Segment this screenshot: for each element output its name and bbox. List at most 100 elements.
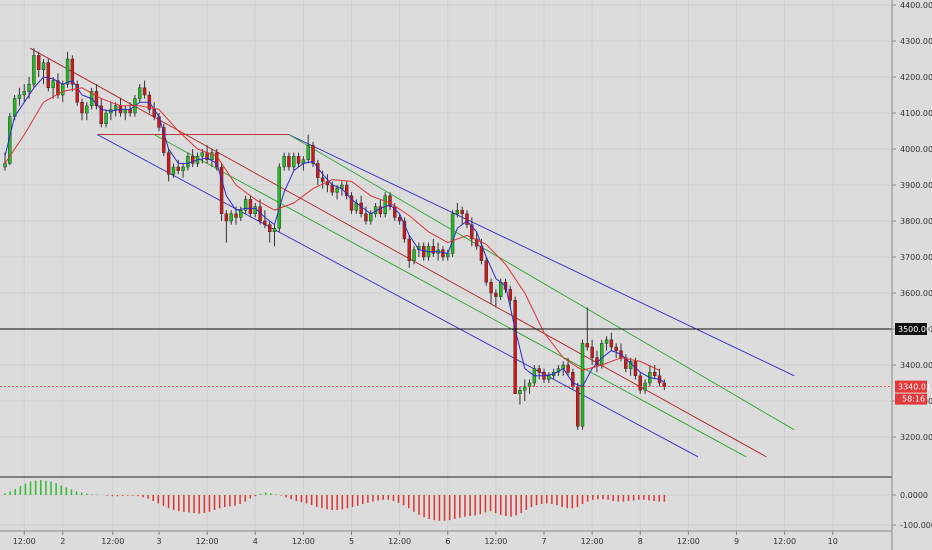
- candle-body[interactable]: [359, 202, 363, 215]
- candle-body[interactable]: [455, 209, 460, 214]
- candle-body[interactable]: [32, 55, 36, 85]
- horizontal-levels[interactable]: [0, 328, 892, 388]
- candle-body[interactable]: [113, 105, 118, 110]
- candle-body[interactable]: [186, 155, 190, 168]
- candle-body[interactable]: [460, 209, 464, 214]
- candle-body[interactable]: [263, 220, 267, 225]
- candle-body[interactable]: [397, 217, 402, 222]
- candle-body[interactable]: [624, 357, 628, 369]
- candle-body[interactable]: [215, 152, 219, 168]
- candle-body[interactable]: [248, 199, 253, 214]
- candle-body[interactable]: [609, 339, 614, 348]
- candle-body[interactable]: [224, 213, 229, 222]
- candle-body[interactable]: [234, 213, 238, 218]
- candle-body[interactable]: [3, 163, 7, 168]
- candle-body[interactable]: [585, 343, 590, 348]
- candle-body[interactable]: [75, 83, 79, 103]
- candle-body[interactable]: [378, 206, 383, 215]
- candle-body[interactable]: [527, 382, 532, 387]
- candle-body[interactable]: [316, 163, 320, 178]
- candle-body[interactable]: [27, 83, 31, 92]
- candle-body[interactable]: [518, 390, 522, 395]
- candle-body[interactable]: [46, 62, 51, 88]
- candle-body[interactable]: [287, 155, 291, 168]
- candle-body[interactable]: [335, 188, 339, 193]
- candle-body[interactable]: [272, 227, 277, 232]
- candle-body[interactable]: [369, 213, 373, 222]
- candle-body[interactable]: [498, 282, 503, 297]
- candle-body[interactable]: [344, 184, 349, 197]
- candle-body[interactable]: [513, 300, 517, 395]
- candle-body[interactable]: [181, 166, 185, 171]
- candle-body[interactable]: [138, 87, 142, 99]
- candle-body[interactable]: [412, 249, 416, 261]
- candle-body[interactable]: [176, 166, 180, 171]
- candle-body[interactable]: [243, 199, 248, 211]
- candle-body[interactable]: [36, 55, 41, 71]
- candle-body[interactable]: [638, 375, 642, 391]
- candle-body[interactable]: [604, 339, 609, 344]
- candle-body[interactable]: [65, 58, 70, 85]
- candle-body[interactable]: [22, 91, 26, 96]
- candle-body[interactable]: [8, 116, 12, 164]
- candle-body[interactable]: [282, 155, 286, 168]
- candle-body[interactable]: [12, 98, 17, 117]
- candle-body[interactable]: [99, 105, 103, 125]
- candle-body[interactable]: [450, 213, 455, 254]
- candle-body[interactable]: [200, 152, 205, 157]
- candle-body[interactable]: [70, 58, 75, 85]
- candle-body[interactable]: [296, 155, 301, 164]
- candle-body[interactable]: [41, 62, 46, 70]
- candle-body[interactable]: [571, 372, 575, 387]
- candle-body[interactable]: [547, 375, 551, 380]
- candle-body[interactable]: [17, 94, 22, 99]
- candle-body[interactable]: [349, 195, 354, 211]
- candle-body[interactable]: [162, 127, 166, 153]
- candle-body[interactable]: [142, 87, 147, 96]
- candle-body[interactable]: [474, 238, 479, 247]
- candle-body[interactable]: [537, 368, 541, 373]
- candle-body[interactable]: [383, 195, 387, 215]
- candle-body[interactable]: [80, 101, 84, 114]
- candle-body[interactable]: [489, 282, 493, 294]
- candle-body[interactable]: [85, 105, 89, 114]
- candle-body[interactable]: [128, 109, 132, 114]
- candle-body[interactable]: [171, 166, 176, 175]
- candle-body[interactable]: [306, 145, 310, 160]
- candle-body[interactable]: [94, 91, 99, 107]
- candle-body[interactable]: [431, 245, 436, 254]
- candle-body[interactable]: [600, 343, 604, 366]
- candle-body[interactable]: [267, 224, 272, 233]
- candle-body[interactable]: [277, 166, 282, 229]
- candle-body[interactable]: [479, 245, 484, 261]
- candle-body[interactable]: [484, 260, 488, 283]
- candle-body[interactable]: [104, 112, 108, 125]
- candle-body[interactable]: [253, 206, 257, 215]
- candle-body[interactable]: [330, 184, 334, 193]
- candle-body[interactable]: [441, 249, 445, 258]
- candle-body[interactable]: [575, 386, 580, 427]
- candle-body[interactable]: [652, 372, 657, 377]
- candle-body[interactable]: [614, 346, 618, 351]
- candle-body[interactable]: [566, 364, 570, 373]
- candle-body[interactable]: [494, 292, 498, 297]
- candle-body[interactable]: [662, 382, 667, 387]
- candle-body[interactable]: [402, 220, 407, 240]
- candle-body[interactable]: [123, 109, 128, 114]
- candle-body[interactable]: [292, 155, 296, 168]
- candle-body[interactable]: [465, 213, 469, 225]
- time-axis[interactable]: 12:00 2 12:00 3 12:00 4 12:00 5 12:00 6 12:00 7 12:0…: [13, 531, 838, 546]
- candle-body[interactable]: [190, 155, 195, 164]
- candle-body[interactable]: [166, 152, 171, 175]
- candle-body[interactable]: [421, 245, 426, 258]
- candle-body[interactable]: [219, 166, 224, 214]
- candle-body[interactable]: [523, 386, 527, 391]
- candle-body[interactable]: [388, 195, 392, 207]
- candle-body[interactable]: [311, 145, 315, 164]
- candle-body[interactable]: [407, 238, 411, 261]
- candle-body[interactable]: [470, 224, 474, 240]
- candle-body[interactable]: [508, 289, 513, 301]
- candle-body[interactable]: [239, 209, 243, 218]
- candle-body[interactable]: [364, 213, 368, 222]
- candle-body[interactable]: [320, 177, 325, 182]
